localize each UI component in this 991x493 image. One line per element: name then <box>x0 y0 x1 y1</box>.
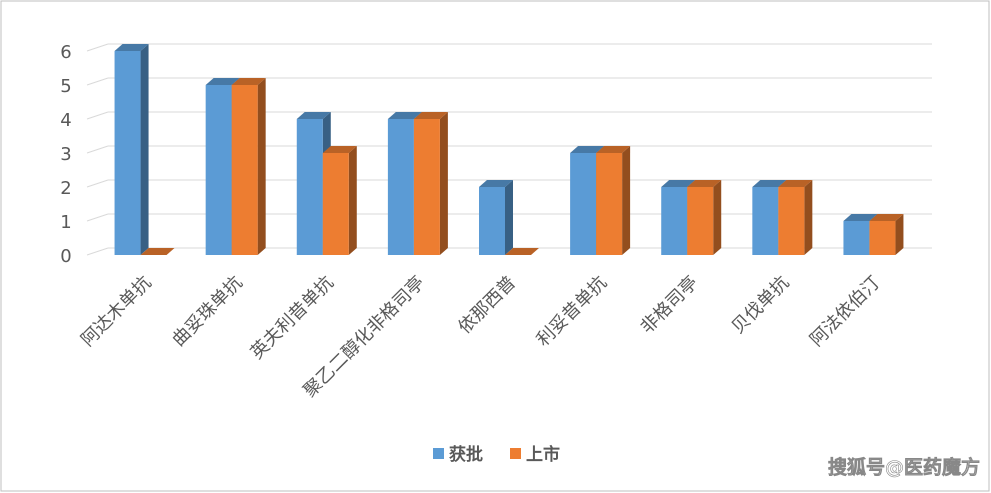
bar-side <box>804 180 813 255</box>
grid-depth <box>86 43 109 52</box>
bar <box>596 153 623 255</box>
bar <box>322 153 349 255</box>
y-tick-label: 6 <box>60 42 71 63</box>
bar-side <box>348 146 357 255</box>
bar-top <box>843 214 878 221</box>
bar-top <box>296 112 331 119</box>
bar-top <box>661 180 696 187</box>
bar-side <box>622 146 631 255</box>
grid-depth <box>86 145 109 154</box>
bar <box>413 119 440 255</box>
y-tick-label: 3 <box>60 144 71 165</box>
bar <box>570 153 597 255</box>
bar <box>231 85 258 255</box>
watermark: 搜狐号@医药魔方 <box>828 456 980 479</box>
bar-top <box>231 78 266 85</box>
bar-side <box>505 180 513 255</box>
bar <box>869 221 896 255</box>
bar-side <box>257 78 266 255</box>
bar-top <box>322 146 357 153</box>
grid-depth <box>86 77 109 86</box>
bar-side <box>140 44 149 255</box>
legend-label: 上市 <box>526 444 560 465</box>
grid-depth <box>86 111 109 120</box>
bar-top <box>479 180 513 187</box>
bar <box>205 85 232 255</box>
grid-depth <box>86 213 109 222</box>
bar-top <box>505 248 539 255</box>
bar <box>687 187 714 255</box>
bar-top <box>387 112 422 119</box>
bar-side <box>713 180 722 255</box>
bar-top <box>869 214 904 221</box>
legend-swatch <box>433 448 444 459</box>
bar-side <box>439 112 448 255</box>
bar-top <box>752 180 787 187</box>
bar <box>296 119 323 255</box>
bar-top <box>596 146 631 153</box>
bar-top <box>570 146 605 153</box>
y-tick-label: 2 <box>60 178 71 199</box>
bar-top <box>413 112 448 119</box>
bar <box>752 187 779 255</box>
y-tick-label: 1 <box>60 212 71 233</box>
y-tick-label: 0 <box>60 246 71 267</box>
bar <box>479 187 505 255</box>
legend-label: 获批 <box>449 444 483 465</box>
y-tick-label: 4 <box>60 110 71 131</box>
bar-top <box>687 180 722 187</box>
grid-depth <box>86 247 109 256</box>
bar <box>114 51 141 255</box>
bar <box>778 187 805 255</box>
bar-side <box>895 214 904 255</box>
y-tick-label: 5 <box>60 76 71 97</box>
bar <box>387 119 414 255</box>
bar-top <box>114 44 149 51</box>
bar <box>843 221 870 255</box>
bar-top <box>205 78 240 85</box>
bar-top <box>140 248 175 255</box>
legend-swatch <box>510 448 521 459</box>
bar-top <box>778 180 813 187</box>
bar <box>661 187 688 255</box>
grid-depth <box>86 179 109 188</box>
